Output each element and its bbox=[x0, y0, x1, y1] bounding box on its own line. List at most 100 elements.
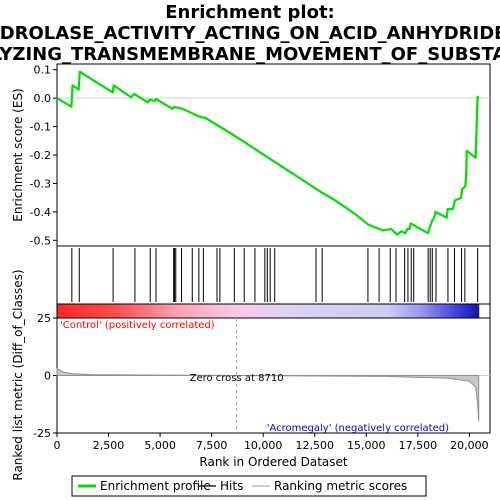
color-bar-segment bbox=[288, 304, 294, 318]
color-bar-segment bbox=[74, 304, 79, 318]
color-bar-segment bbox=[113, 304, 118, 318]
legend: Enrichment profile Hits Ranking metric sco… bbox=[71, 475, 427, 497]
legend-label: Hits bbox=[220, 479, 243, 493]
color-bar-segment bbox=[334, 304, 339, 318]
color-bar-segment bbox=[60, 304, 65, 318]
color-bar-segment bbox=[359, 304, 364, 318]
color-bar-segment bbox=[313, 304, 318, 318]
color-bar-segment bbox=[57, 304, 62, 318]
positive-class-label: 'Control' (positively correlated) bbox=[60, 320, 215, 331]
xtick-label: 2,500 bbox=[93, 439, 125, 452]
color-bar-segment bbox=[81, 304, 86, 318]
color-bar-segment bbox=[457, 304, 462, 318]
color-bar-segment bbox=[130, 304, 135, 318]
xtick-label: 5,000 bbox=[144, 439, 176, 452]
rank-ylabel: Ranked list metric (Diff_of_Classes) bbox=[11, 269, 25, 480]
color-bar-segment bbox=[106, 304, 111, 318]
color-bar-segment bbox=[366, 304, 371, 318]
legend-box bbox=[71, 475, 427, 497]
color-bar-segment bbox=[415, 304, 420, 318]
color-bar-segment bbox=[127, 304, 132, 318]
color-bar-segment bbox=[408, 304, 413, 318]
color-bar-segment bbox=[236, 304, 241, 318]
color-bar-segment bbox=[376, 304, 381, 318]
color-bar-segment bbox=[243, 304, 248, 318]
color-bar-segment bbox=[331, 304, 336, 318]
color-bar-segment bbox=[183, 304, 188, 318]
color-bar-segment bbox=[190, 304, 195, 318]
color-bar-segment bbox=[257, 304, 262, 318]
color-bar-segment bbox=[155, 304, 160, 318]
color-bar-segment bbox=[208, 304, 213, 318]
ranking-color-bar bbox=[56, 303, 491, 319]
color-bar-segment bbox=[92, 304, 97, 318]
color-bar-segment bbox=[232, 304, 237, 318]
color-bar-segment bbox=[151, 304, 156, 318]
color-bar-segment bbox=[429, 304, 434, 318]
color-bar-segment bbox=[201, 304, 206, 318]
color-bar-segment bbox=[345, 304, 350, 318]
color-bar-segment bbox=[229, 304, 234, 318]
color-bar-segment bbox=[285, 304, 290, 318]
color-bar-segment bbox=[450, 304, 455, 318]
rank-ytick-label: 0 bbox=[44, 370, 51, 383]
color-bar-segment bbox=[383, 304, 388, 318]
rank-ytick-label: 25 bbox=[37, 312, 51, 325]
color-bar-segment bbox=[71, 304, 76, 318]
color-bar-segment bbox=[187, 304, 192, 318]
color-bar-segment bbox=[144, 304, 149, 318]
color-bar-segment bbox=[162, 304, 167, 318]
color-bar-segment bbox=[475, 304, 480, 318]
chart-title: Enrichment plot:HYDROLASE_ACTIVITY_ACTIN… bbox=[0, 2, 500, 65]
zero-cross-label: Zero cross at 8710 bbox=[190, 373, 284, 384]
title-line: Enrichment plot: bbox=[165, 2, 335, 23]
color-bar-segment bbox=[348, 304, 353, 318]
color-bar-segment bbox=[302, 304, 308, 318]
color-bar-segment bbox=[246, 304, 251, 318]
es-ylabel: Enrichment score (ES) bbox=[11, 88, 25, 221]
color-bar-segment bbox=[123, 304, 128, 318]
color-bar-segment bbox=[394, 304, 399, 318]
es-frame bbox=[56, 63, 491, 247]
color-bar-segment bbox=[341, 304, 346, 318]
color-bar-segment bbox=[141, 304, 146, 318]
title-line: HYDROLASE_ACTIVITY_ACTING_ON_ACID_ANHYDR… bbox=[0, 23, 500, 44]
enrichment-profile-line bbox=[56, 70, 480, 236]
color-bar-segment bbox=[271, 304, 276, 318]
color-bar-segment bbox=[471, 304, 476, 318]
color-bar-segment bbox=[211, 304, 216, 318]
color-bar-segment bbox=[295, 304, 301, 318]
es-ytick-label: -0.5 bbox=[30, 234, 51, 247]
color-bar-segment bbox=[197, 304, 202, 318]
color-bar-segment bbox=[320, 304, 325, 318]
color-bar-segment bbox=[250, 304, 255, 318]
color-bar-segment bbox=[281, 304, 286, 318]
color-bar-segment bbox=[411, 304, 417, 318]
color-bar-segment bbox=[148, 304, 153, 318]
color-bar-segment bbox=[390, 304, 395, 318]
color-bar-segment bbox=[404, 304, 409, 318]
x-axis: 0 2,500 5,000 7,500 10,000 12,500 15,000 17,500… bbox=[54, 433, 489, 469]
color-bar-segment bbox=[67, 304, 72, 318]
color-bar-segment bbox=[260, 304, 265, 318]
color-bar-segment bbox=[137, 304, 142, 318]
color-bar-segment bbox=[309, 304, 315, 318]
color-bar-segment bbox=[134, 304, 139, 318]
color-bar-segment bbox=[432, 304, 438, 318]
rank-ytick-label: -25 bbox=[33, 427, 51, 440]
color-bar-segment bbox=[204, 304, 209, 318]
legend-label: Ranking metric scores bbox=[274, 479, 407, 493]
x-axis-label: Rank in Ordered Dataset bbox=[199, 455, 347, 469]
color-bar-segment bbox=[464, 304, 469, 318]
color-bar-segment bbox=[225, 304, 230, 318]
color-bar-segment bbox=[158, 304, 164, 318]
color-bar-segment bbox=[267, 304, 272, 318]
color-bar-segment bbox=[369, 304, 374, 318]
color-bar-segment bbox=[425, 304, 431, 318]
color-bar-segment bbox=[215, 304, 220, 318]
color-bar-segment bbox=[218, 304, 223, 318]
color-bar-segment bbox=[239, 304, 244, 318]
color-bar-segment bbox=[172, 304, 178, 318]
color-bar-segment bbox=[95, 304, 100, 318]
title-line: CATALYZING_TRANSMEMBRANE_MOVEMENT_OF_SUB… bbox=[0, 44, 500, 65]
